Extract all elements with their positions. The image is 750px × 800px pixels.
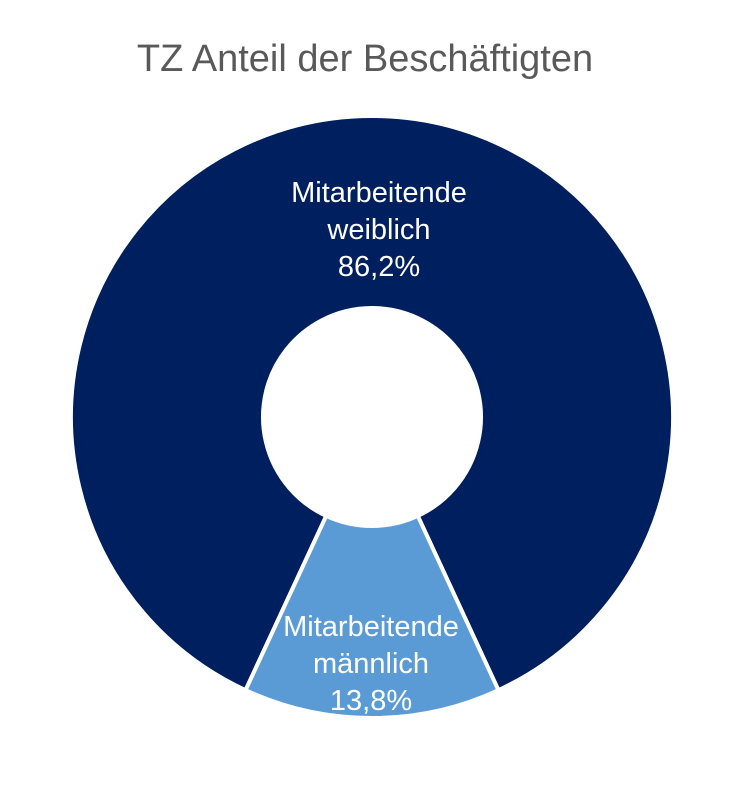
- slice-label-weiblich-name-line2: weiblich: [327, 214, 431, 246]
- slice-maennlich: [242, 513, 502, 720]
- slice-label-maennlich-name-line2: männlich: [312, 648, 430, 680]
- slice-weiblich: [69, 114, 675, 693]
- slice-label-weiblich: Mitarbeitende weiblich 86,2%: [249, 175, 509, 286]
- slice-label-maennlich-value: 13,8%: [329, 685, 413, 717]
- slice-label-maennlich-name-line1: Mitarbeitende: [283, 611, 459, 643]
- slice-label-maennlich: Mitarbeitende männlich 13,8%: [241, 609, 501, 720]
- slice-label-weiblich-value: 86,2%: [337, 251, 421, 283]
- slice-label-weiblich-name-line1: Mitarbeitende: [291, 177, 467, 209]
- chart-title: TZ Anteil der Beschäftigten: [136, 38, 594, 80]
